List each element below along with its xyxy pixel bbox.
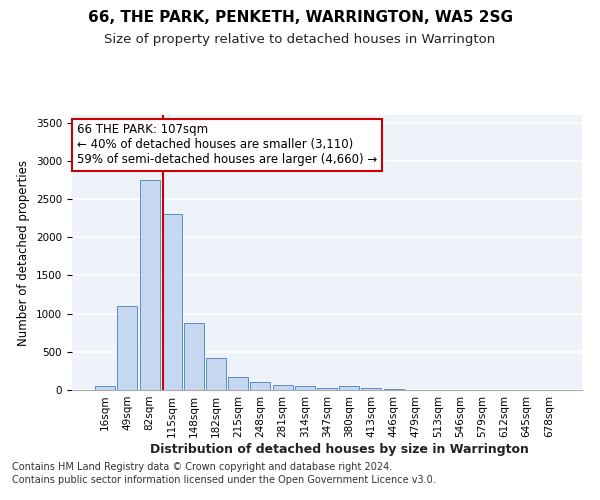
Bar [206, 358, 226, 390]
Bar [295, 386, 315, 390]
Bar [118, 306, 137, 390]
Bar [339, 386, 359, 390]
Text: Distribution of detached houses by size in Warrington: Distribution of detached houses by size … [149, 442, 529, 456]
Bar [184, 323, 204, 390]
Bar [228, 376, 248, 390]
Text: 66 THE PARK: 107sqm
← 40% of detached houses are smaller (3,110)
59% of semi-det: 66 THE PARK: 107sqm ← 40% of detached ho… [77, 123, 377, 166]
Bar [383, 389, 404, 390]
Bar [250, 382, 271, 390]
Text: 66, THE PARK, PENKETH, WARRINGTON, WA5 2SG: 66, THE PARK, PENKETH, WARRINGTON, WA5 2… [88, 10, 512, 25]
Bar [361, 388, 382, 390]
Bar [140, 180, 160, 390]
Text: Contains HM Land Registry data © Crown copyright and database right 2024.: Contains HM Land Registry data © Crown c… [12, 462, 392, 472]
Text: Contains public sector information licensed under the Open Government Licence v3: Contains public sector information licen… [12, 475, 436, 485]
Bar [95, 386, 115, 390]
Bar [317, 388, 337, 390]
Bar [162, 214, 182, 390]
Bar [272, 384, 293, 390]
Y-axis label: Number of detached properties: Number of detached properties [17, 160, 31, 346]
Text: Size of property relative to detached houses in Warrington: Size of property relative to detached ho… [104, 32, 496, 46]
